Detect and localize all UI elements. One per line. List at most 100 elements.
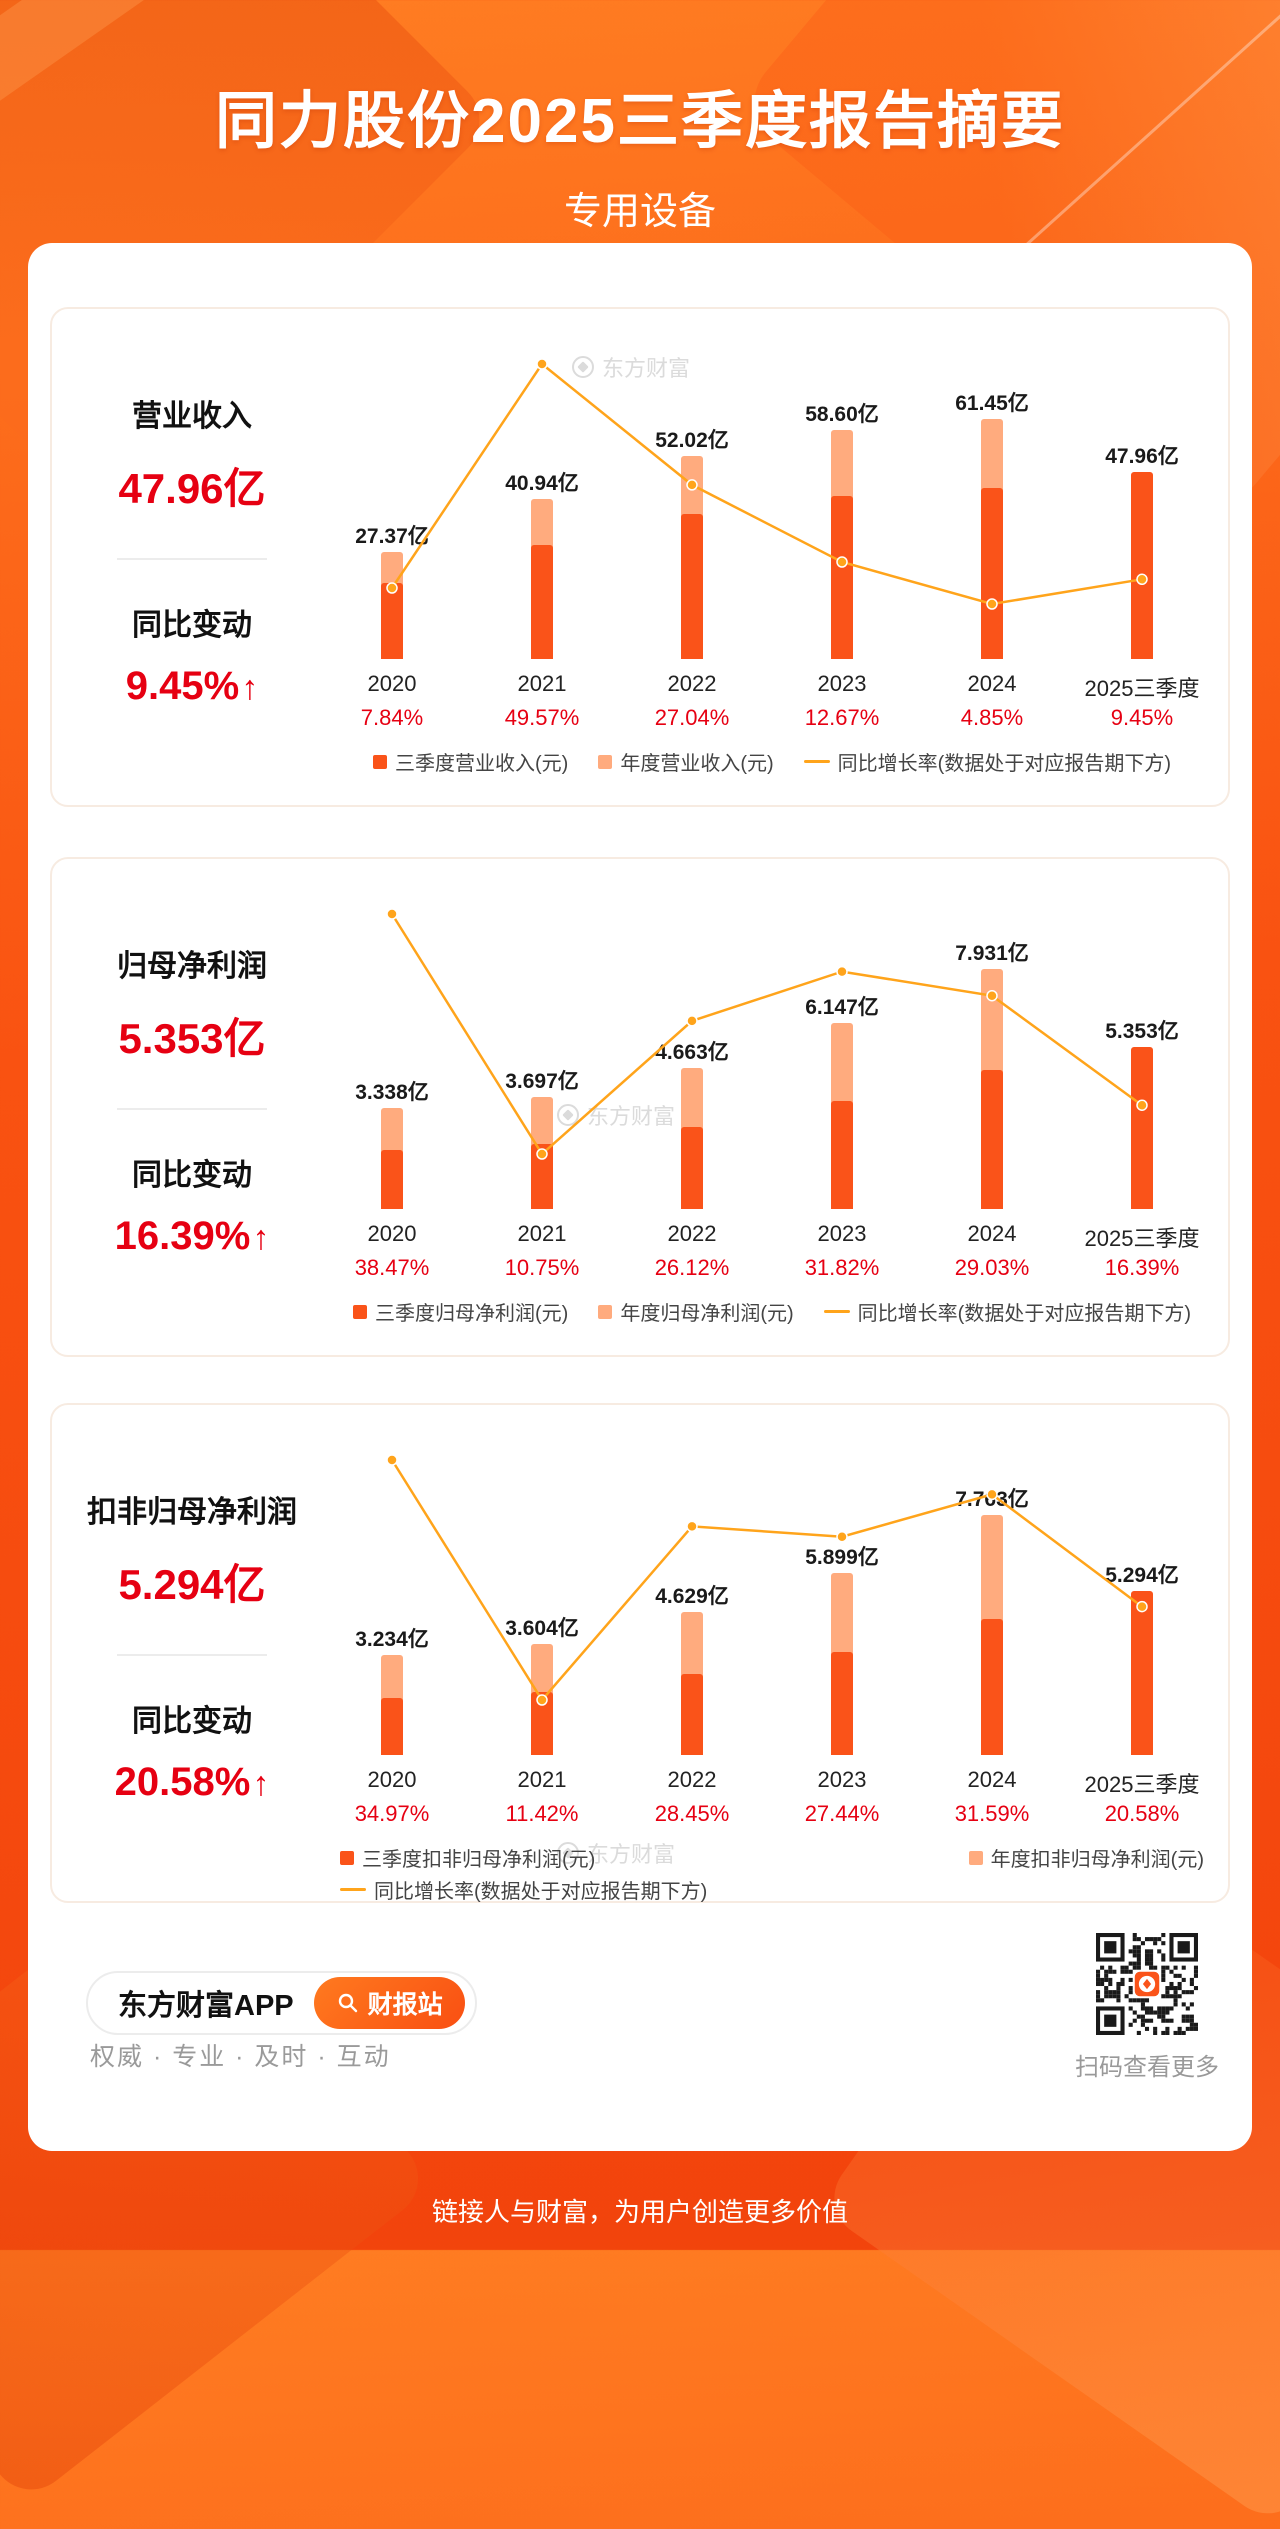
x-axis-label: 2021 (517, 1221, 567, 1246)
metric-value: 5.353亿 (118, 1015, 266, 1062)
q3-bar (531, 1691, 553, 1755)
growth-point (536, 358, 548, 370)
watermark-logo-icon (572, 356, 594, 378)
growth-rate-label: 7.84% (360, 705, 424, 730)
q3-bar (981, 1069, 1003, 1209)
yoy-value: 16.39%↑ (115, 1214, 270, 1259)
metric-panel-deducted-net-profit: 扣非归母净利润 5.294亿 同比变动 20.58%↑ (52, 1405, 332, 1901)
legend-square-swatch (340, 1850, 354, 1865)
legend-item: 三季度归母净利润(元) (353, 1297, 568, 1326)
legend-label: 年度扣非归母净利润(元) (990, 1849, 1204, 1871)
report-station-label: 财报站 (367, 1991, 443, 2019)
growth-rate-label: 27.44% (804, 1801, 880, 1826)
legend-line-swatch (803, 760, 830, 763)
q3-bar (681, 1674, 703, 1755)
legend-square-swatch (373, 754, 387, 769)
page-title: 同力股份2025三季度报告摘要 (215, 87, 1065, 156)
deducted-net-profit-chart: 东方财富 3.234亿 2020 34.97% 3.604亿 2021 11.42% 4.62… (332, 1405, 1212, 1905)
metric-panel-net-profit: 归母净利润 5.353亿 同比变动 16.39%↑ (52, 859, 332, 1355)
yoy-number: 9.45% (125, 664, 240, 708)
growth-rate-label: 26.12% (654, 1255, 730, 1280)
x-axis-label: 2023 (817, 1767, 867, 1792)
legend-row: 三季度扣非归母净利润(元) 年度扣非归母净利润(元) (332, 1843, 1212, 1872)
q3-bar (831, 1651, 853, 1755)
x-axis-label: 2025三季度 (1084, 1226, 1200, 1251)
legend-square-swatch (353, 1304, 367, 1319)
watermark-logo-icon (557, 1104, 579, 1126)
q3-bar (981, 1619, 1003, 1755)
report-station-button[interactable]: 财报站 (313, 1977, 465, 2029)
yoy-value: 20.58%↑ (115, 1760, 270, 1805)
growth-point (836, 965, 848, 978)
search-icon (338, 1993, 357, 2013)
bar-value-label: 4.629亿 (655, 1584, 729, 1608)
x-axis-label: 2022 (667, 1767, 717, 1792)
qr-code (1096, 1933, 1198, 2035)
tagline: 权威 · 专业 · 及时 · 互动 (90, 2043, 391, 2071)
revenue-chart: 东方财富 27.37亿 2020 7.84% 40.94亿 2021 49.57% 52.02… (332, 309, 1212, 809)
metric-value: 47.96亿 (118, 465, 266, 512)
growth-line (332, 859, 1212, 1359)
legend-label: 年度营业收入(元) (620, 753, 774, 775)
growth-line (332, 1405, 1212, 1905)
app-name: 东方财富APP (118, 1990, 294, 2022)
chart-card-revenue: 营业收入 47.96亿 同比变动 9.45%↑ 东方财富 27.37亿 2020 7.… (50, 307, 1230, 807)
divider (117, 1108, 267, 1110)
q3-bar (381, 1150, 403, 1209)
q3-bar (831, 1101, 853, 1209)
legend-square-swatch (598, 1304, 613, 1319)
growth-rate-label: 10.75% (504, 1255, 580, 1280)
bar-value-label: 4.663亿 (655, 1040, 729, 1064)
x-axis-label: 2024 (967, 671, 1017, 696)
growth-rate-label: 27.04% (654, 705, 730, 730)
legend-square-swatch (968, 1850, 983, 1865)
growth-point (686, 1520, 698, 1533)
legend-item: 年度扣非归母净利润(元) (968, 1843, 1204, 1872)
growth-rate-label: 16.39% (1104, 1255, 1180, 1280)
metric-label: 营业收入 (132, 400, 252, 433)
legend-label: 同比增长率(数据处于对应报告期下方) (857, 1303, 1191, 1325)
legend-row: 三季度营业收入(元) 年度营业收入(元) 同比增长率(数据处于对应报告期下方) (332, 747, 1212, 776)
legend-line-swatch (340, 1888, 366, 1891)
growth-line (332, 309, 1212, 809)
q3-bar (531, 1144, 553, 1209)
q3-bar (381, 1698, 403, 1755)
q3-bar (831, 495, 853, 659)
x-axis-label: 2023 (817, 671, 867, 696)
q3-bar (1131, 1591, 1153, 1755)
bar-value-label: 5.353亿 (1105, 1020, 1179, 1043)
growth-rate-label: 20.58% (1104, 1801, 1180, 1826)
metric-panel-revenue: 营业收入 47.96亿 同比变动 9.45%↑ (52, 309, 332, 805)
metric-value: 5.294亿 (118, 1561, 266, 1608)
q3-bar (1131, 1047, 1153, 1209)
legend-item: 年度归母净利润(元) (598, 1297, 794, 1326)
chart-card-net-profit: 归母净利润 5.353亿 同比变动 16.39%↑ 东方财富 3.338亿 2020… (50, 857, 1230, 1357)
growth-point (686, 1015, 698, 1027)
legend-label: 同比增长率(数据处于对应报告期下方) (837, 753, 1171, 775)
legend-item: 同比增长率(数据处于对应报告期下方) (340, 1875, 707, 1904)
up-arrow-icon: ↑ (252, 1765, 270, 1803)
q3-bar (681, 514, 703, 659)
legend-label: 同比增长率(数据处于对应报告期下方) (374, 1881, 708, 1903)
legend-item: 同比增长率(数据处于对应报告期下方) (823, 1297, 1191, 1326)
watermark-text: 东方财富 (587, 1104, 676, 1129)
x-axis-label: 2022 (667, 1221, 717, 1246)
x-axis-label: 2024 (967, 1767, 1017, 1792)
x-axis-label: 2024 (967, 1221, 1017, 1246)
legend-item: 同比增长率(数据处于对应报告期下方) (803, 747, 1171, 776)
bar-value-label: 5.899亿 (805, 1545, 879, 1569)
app-promo: 东方财富APP 财报站 (86, 1971, 477, 2035)
legend-row: 三季度归母净利润(元) 年度归母净利润(元) 同比增长率(数据处于对应报告期下方) (332, 1297, 1212, 1326)
up-arrow-icon: ↑ (241, 669, 259, 707)
x-axis-label: 2022 (667, 671, 717, 696)
chart-card-deducted-net-profit: 扣非归母净利润 5.294亿 同比变动 20.58%↑ 东方财富 3.234亿 20… (50, 1403, 1230, 1903)
growth-point (386, 1454, 398, 1466)
x-axis-label: 2023 (817, 1221, 867, 1246)
yoy-number: 16.39% (114, 1214, 251, 1258)
legend-item: 三季度营业收入(元) (373, 747, 568, 776)
yoy-number: 20.58% (114, 1760, 251, 1804)
bar-value-label: 40.94亿 (505, 472, 579, 496)
growth-rate-label: 11.42% (505, 1801, 579, 1826)
legend-label: 年度归母净利润(元) (620, 1303, 794, 1325)
legend-label: 三季度归母净利润(元) (375, 1303, 569, 1325)
